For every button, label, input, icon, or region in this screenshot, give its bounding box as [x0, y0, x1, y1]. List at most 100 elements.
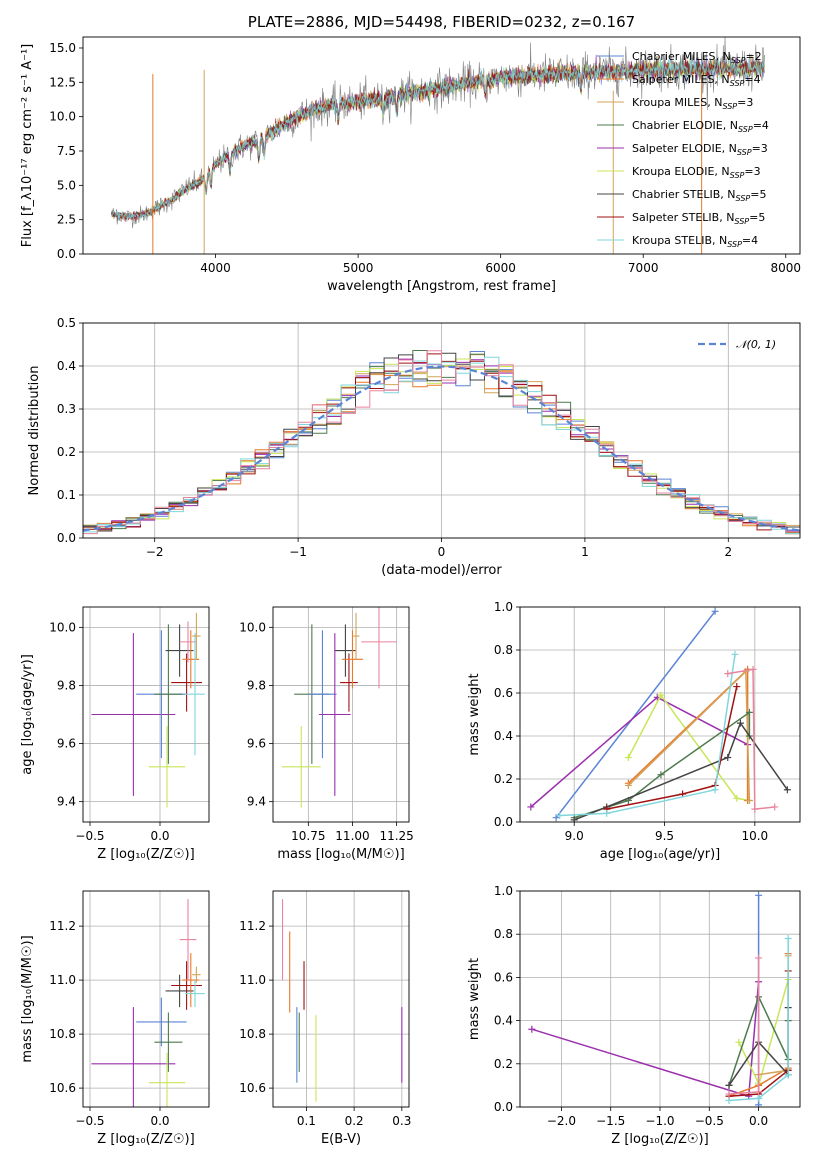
y-tick-label: 10.0	[49, 110, 76, 124]
y-tick-label: 7.5	[57, 144, 76, 158]
y-tick-label: 2.5	[57, 213, 76, 227]
mass-weight-point	[724, 670, 732, 678]
x-tick-label: 1	[581, 545, 589, 559]
y-axis-label: mass weight	[467, 958, 482, 1040]
gridlines	[83, 891, 209, 1107]
axes-frame	[519, 890, 801, 1108]
legend: Chabrier MILES, NSSP=2 Salpeter MILES, NS…	[597, 50, 769, 249]
x-tick-label: 0.3	[392, 1114, 411, 1128]
mass-weight-point	[745, 797, 753, 804]
x-tick-label: −1.0	[645, 1114, 674, 1128]
y-tick-label: 0.4	[57, 359, 76, 373]
mass-weight-point	[657, 691, 665, 699]
chart-mass-weight-vs-age: 9.0 9.5 10.0 0.0 0.2 0.4 0.6 0.8 1.0 age [log₁₀(a…	[467, 600, 801, 862]
y-tick-label: 0.1	[57, 488, 76, 502]
mass-weight-point	[733, 683, 741, 691]
mass-weight-point	[749, 665, 757, 673]
x-tick-label: −1	[289, 545, 307, 559]
y-tick-label: 9.6	[247, 737, 266, 751]
y-tick-label: 12.5	[49, 75, 76, 89]
chart-title: PLATE=2886, MJD=54498, FIBERID=0232, z=0…	[248, 13, 635, 31]
x-tick-label: 0.0	[150, 1114, 169, 1128]
legend-label: 𝒩(0, 1)	[736, 338, 776, 351]
gridlines	[273, 891, 409, 1107]
x-tick-label: 9.5	[655, 829, 674, 843]
model-spectrum-line	[111, 55, 765, 221]
y-tick-label: 0.2	[494, 1057, 513, 1071]
mass-weight-point	[784, 1071, 792, 1079]
x-tick-label: −0.5	[695, 1114, 724, 1128]
mass-weight-point	[556, 812, 564, 820]
mass-weight-line	[728, 938, 789, 1102]
y-tick-label: 9.4	[57, 795, 76, 809]
mass-weight-point	[755, 1088, 763, 1096]
mass-weight-point	[745, 708, 753, 716]
mass-weight-point	[711, 786, 719, 794]
chart-residuals: −2 −1 0 1 2 0.0 0.1 0.2 0.3 0.4 0.5 (data-model)/er…	[27, 316, 801, 578]
x-tick-label: 8000	[770, 261, 801, 275]
mass-weight-line	[727, 668, 775, 810]
mass-weight-point	[725, 1090, 733, 1098]
y-tick-label: 11.2	[239, 919, 266, 933]
mass-weight-point	[603, 809, 611, 817]
mass-weight-point	[725, 1081, 733, 1089]
y-tick-label: 11.0	[49, 973, 76, 987]
mass-weight-point	[624, 781, 632, 789]
mass-weight-line	[531, 981, 760, 1098]
mass-weight-point	[733, 794, 741, 802]
mass-weight-point	[755, 954, 763, 962]
mass-weight-point	[528, 1025, 536, 1033]
axes-frame	[82, 890, 210, 1108]
mass-weight-point	[711, 607, 719, 615]
legend-label: Salpeter MILES, NSSP=4	[632, 73, 761, 88]
y-axis-label: mass weight	[467, 673, 482, 755]
plot-area	[91, 899, 205, 1107]
legend-label: Chabrier MILES, NSSP=2	[632, 50, 762, 65]
mass-weight-line	[555, 610, 716, 819]
plot-area	[83, 350, 800, 535]
plot-area	[111, 37, 765, 254]
mass-weight-line	[606, 686, 738, 810]
x-tick-label: 2	[724, 545, 732, 559]
model-spectrum-line	[111, 57, 765, 222]
gridlines	[520, 606, 800, 823]
x-axis-label: Z [log₁₀(Z/Z☉)]	[611, 1132, 708, 1147]
x-tick-label: −2.0	[547, 1114, 576, 1128]
x-axis-label: age [log₁₀(age/yr)]	[600, 847, 721, 862]
axes-frame	[82, 322, 801, 539]
y-tick-label: 10.6	[239, 1081, 266, 1095]
y-axis-label: Flux [f_λ10⁻¹⁷ erg cm⁻² s⁻¹ A⁻¹]	[20, 44, 35, 248]
x-tick-label: 0	[438, 545, 446, 559]
x-tick-label: 4000	[200, 261, 231, 275]
y-tick-label: 0.3	[57, 402, 76, 416]
x-tick-label: 0.1	[297, 1114, 316, 1128]
mass-weight-point	[657, 771, 665, 779]
y-tick-label: 5.0	[57, 178, 76, 192]
y-axis-label: mass [log₁₀(M/M☉)]	[20, 935, 35, 1062]
x-tick-label: 11.00	[335, 829, 369, 843]
legend-label: Kroupa STELIB, NSSP=4	[632, 234, 758, 249]
axes-frame	[82, 36, 801, 255]
legend-label: Chabrier STELIB, NSSP=5	[632, 188, 766, 203]
x-tick-label: 10.75	[291, 829, 325, 843]
y-tick-label: 10.8	[49, 1027, 76, 1041]
mass-weight-point	[784, 935, 792, 943]
chart-mass-vs-ebv: 0.1 0.2 0.3 10.6 10.8 11.0 11.2 E(B-V)	[239, 890, 411, 1147]
mass-weight-point	[624, 754, 632, 761]
x-tick-label: −0.5	[75, 1114, 104, 1128]
x-tick-label: 0.2	[345, 1114, 364, 1128]
mass-weight-point	[755, 1094, 763, 1102]
y-tick-label: 1.0	[494, 884, 513, 898]
y-tick-label: 0.0	[57, 247, 76, 261]
legend-label: Kroupa MILES, NSSP=3	[632, 96, 753, 111]
x-tick-label: 0.0	[749, 1114, 768, 1128]
plot-area	[281, 899, 403, 1102]
y-tick-label: 15.0	[49, 41, 76, 55]
y-tick-label: 0.0	[57, 531, 76, 545]
y-tick-label: 9.8	[57, 678, 76, 692]
mass-weight-point	[755, 891, 763, 899]
axes-frame	[82, 606, 210, 823]
mass-weight-point	[755, 1101, 763, 1107]
legend-label: Kroupa ELODIE, NSSP=3	[632, 165, 761, 180]
